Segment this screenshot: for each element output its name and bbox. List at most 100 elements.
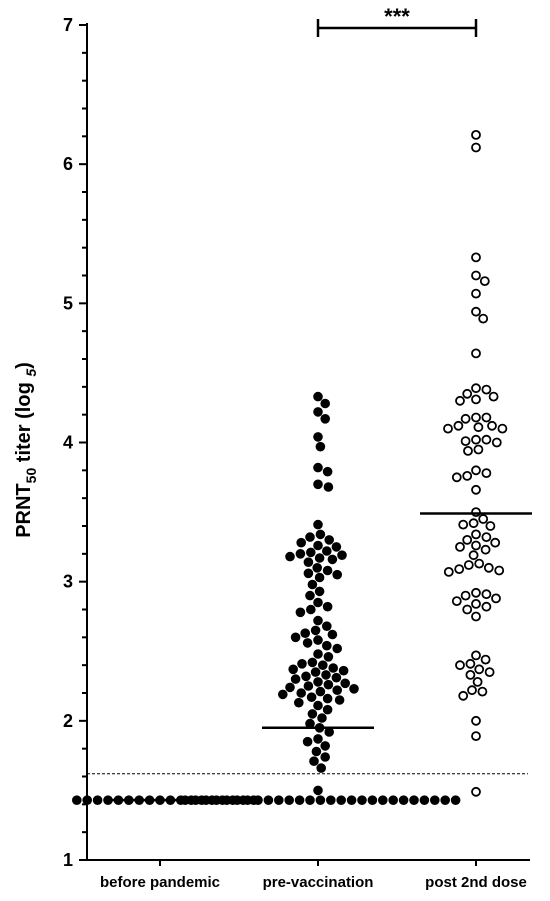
data-point xyxy=(306,692,317,703)
data-point xyxy=(346,795,357,806)
data-point xyxy=(297,659,307,669)
significance-bracket: *** xyxy=(316,4,478,37)
y-axis-title: PRNT50 titer (log 5) xyxy=(13,362,39,538)
data-point xyxy=(481,384,492,395)
data-point xyxy=(349,684,359,694)
data-point xyxy=(295,607,306,618)
data-point xyxy=(313,734,323,744)
data-point xyxy=(242,795,253,806)
data-point xyxy=(443,567,454,577)
data-point xyxy=(332,569,343,580)
data-point xyxy=(440,795,451,806)
data-point xyxy=(481,601,492,612)
data-point xyxy=(463,445,473,456)
data-point xyxy=(320,741,331,751)
data-point xyxy=(312,563,323,573)
data-point xyxy=(314,553,325,563)
data-point xyxy=(313,635,323,645)
data-point xyxy=(313,700,323,711)
data-point xyxy=(324,535,335,545)
data-point xyxy=(334,695,345,705)
data-point xyxy=(463,560,474,570)
data-point xyxy=(419,795,430,806)
data-point xyxy=(307,579,318,590)
data-points xyxy=(72,129,508,806)
data-point xyxy=(302,638,313,648)
y-tick-label: 7 xyxy=(63,15,73,35)
x-tick-labels: before pandemic pre-vaccination post 2nd d… xyxy=(100,860,527,891)
data-point xyxy=(468,550,479,561)
data-point xyxy=(263,795,274,806)
data-point xyxy=(315,795,326,806)
data-point xyxy=(451,596,462,606)
data-point xyxy=(295,549,306,559)
data-point xyxy=(455,395,465,406)
data-point xyxy=(481,589,492,600)
data-point xyxy=(306,604,316,615)
data-point xyxy=(322,565,333,576)
data-point xyxy=(337,550,347,561)
data-point xyxy=(303,681,314,691)
data-point xyxy=(468,518,479,529)
data-point xyxy=(494,565,505,576)
data-point xyxy=(288,664,299,675)
data-point xyxy=(92,795,103,806)
data-point xyxy=(285,551,295,562)
data-point xyxy=(320,414,331,424)
data-point xyxy=(460,413,471,424)
data-point xyxy=(454,564,465,574)
data-point xyxy=(253,795,263,806)
data-point xyxy=(313,649,323,659)
data-point xyxy=(313,519,323,530)
data-point xyxy=(294,795,305,806)
data-point xyxy=(471,288,481,299)
data-point xyxy=(491,593,501,604)
data-point xyxy=(326,795,336,806)
data-point xyxy=(471,540,481,551)
data-point xyxy=(82,795,92,806)
y-axis-title-main: PRNT xyxy=(13,483,35,537)
data-point xyxy=(458,519,469,530)
data-point xyxy=(443,423,453,434)
data-point xyxy=(471,529,481,540)
data-point xyxy=(455,660,465,671)
data-point xyxy=(72,795,82,806)
data-point xyxy=(315,441,326,452)
data-point xyxy=(378,795,388,806)
data-point xyxy=(338,665,349,676)
y-tick-label: 5 xyxy=(63,293,73,313)
data-point xyxy=(300,628,311,639)
data-point xyxy=(367,795,378,806)
data-point xyxy=(473,444,484,455)
data-point xyxy=(310,625,321,636)
data-point xyxy=(322,693,333,704)
data-point xyxy=(471,587,481,598)
data-point xyxy=(453,420,464,431)
data-point xyxy=(479,276,490,287)
data-point xyxy=(302,736,313,747)
data-point xyxy=(317,713,327,723)
data-point xyxy=(320,398,331,409)
data-point xyxy=(481,412,492,423)
data-point xyxy=(455,542,465,552)
data-point xyxy=(471,383,481,394)
data-point xyxy=(296,688,307,698)
data-point xyxy=(284,795,295,806)
data-point xyxy=(316,763,327,773)
data-point xyxy=(478,313,489,324)
data-point xyxy=(388,795,399,806)
data-point xyxy=(332,643,343,654)
data-point xyxy=(451,472,462,483)
data-point xyxy=(481,434,492,445)
data-point xyxy=(497,423,508,434)
data-point xyxy=(315,529,326,540)
data-point xyxy=(301,671,311,682)
median-lines xyxy=(104,512,532,802)
data-point xyxy=(303,568,314,579)
data-point xyxy=(332,685,343,696)
data-point xyxy=(306,547,316,558)
data-point xyxy=(490,537,501,548)
data-point xyxy=(462,535,473,545)
data-point xyxy=(340,678,351,689)
